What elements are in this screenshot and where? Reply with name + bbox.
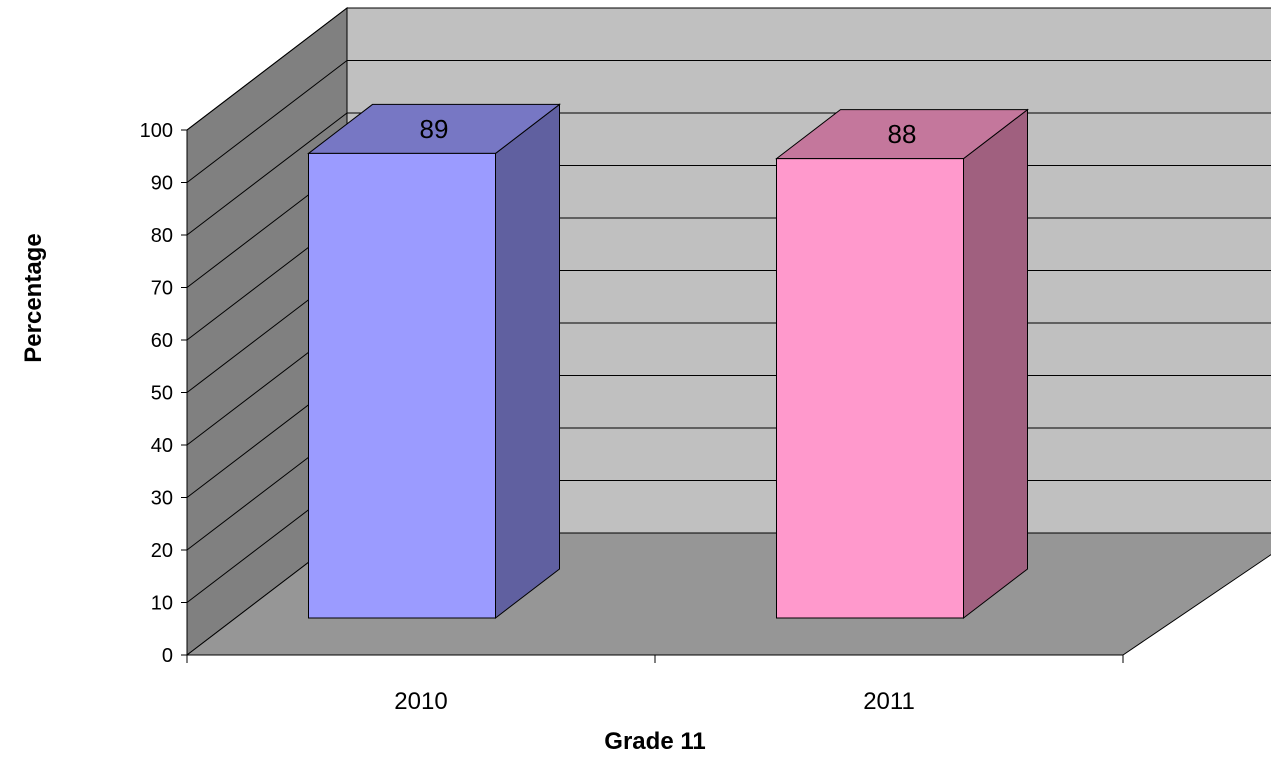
bar-2011	[775, 108, 1029, 620]
bar-side-2010	[495, 103, 560, 620]
y-tick-label-30: 30	[151, 488, 173, 510]
bar-2010	[307, 103, 561, 620]
gridline-side-80	[186, 112, 348, 236]
gridline-side-100	[186, 7, 348, 131]
bar-front-2011	[776, 158, 964, 619]
gridline-side-90	[186, 60, 348, 183]
y-tick-label-20: 20	[151, 540, 173, 562]
axes: 0 10 20 30 40 50 60 70 80 90 100	[140, 120, 1124, 667]
x-axis-title: Grade 11	[604, 728, 705, 755]
bars	[307, 103, 1029, 620]
y-tick-label-40: 40	[151, 435, 173, 457]
x-tick-label-2011: 2011	[863, 688, 915, 715]
y-axis-title: Percentage	[20, 233, 47, 362]
bar-front-2010	[308, 152, 496, 619]
data-label-2010: 89	[420, 114, 449, 144]
y-tick-label-70: 70	[151, 278, 173, 300]
y-tick-label-60: 60	[151, 330, 173, 352]
y-tick-label-0: 0	[162, 645, 173, 667]
data-label-2011: 88	[888, 119, 917, 149]
y-tick-label-50: 50	[151, 383, 173, 405]
y-tick-label-90: 90	[151, 173, 173, 195]
y-tick-label-100: 100	[140, 120, 173, 142]
x-tick-label-2010: 2010	[394, 688, 447, 715]
labels: 2010 2011 89 88	[394, 114, 916, 715]
bar-side-2011	[963, 108, 1028, 620]
y-tick-label-10: 10	[151, 593, 173, 615]
y-tick-label-80: 80	[151, 225, 173, 247]
